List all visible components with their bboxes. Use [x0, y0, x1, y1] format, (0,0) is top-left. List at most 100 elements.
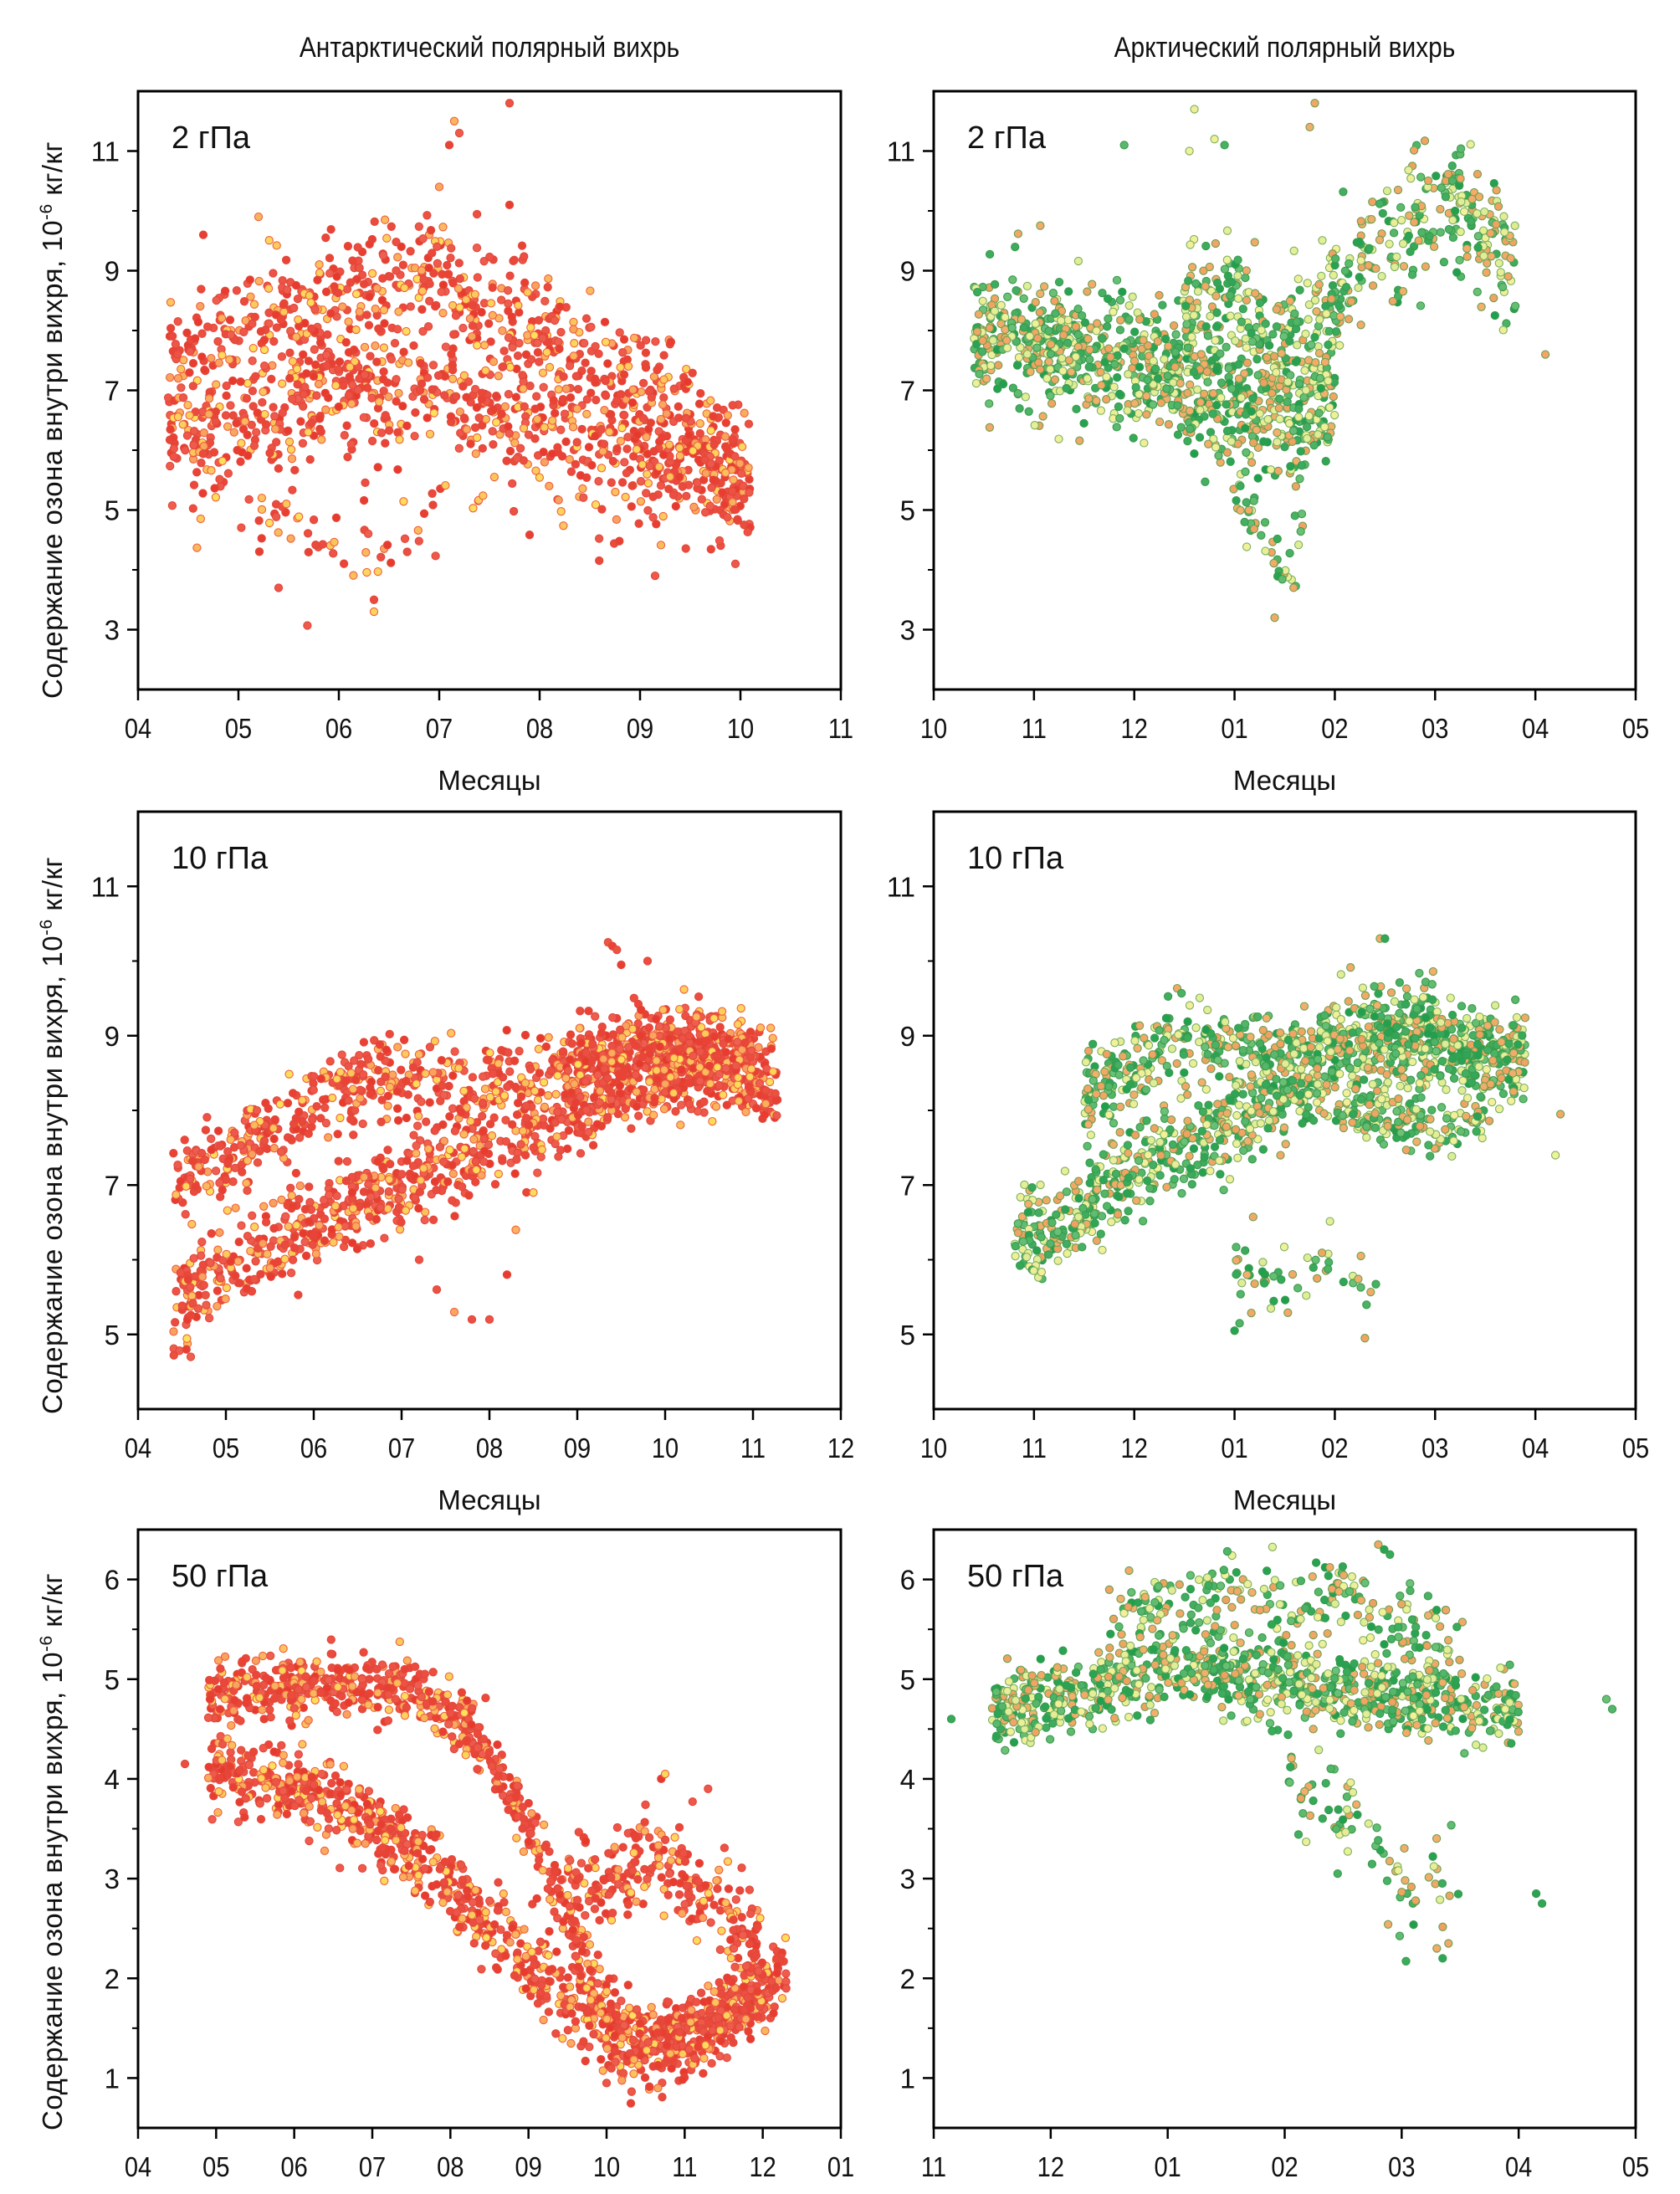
- data-point: [636, 477, 646, 486]
- data-point: [586, 286, 595, 295]
- data-point: [695, 1047, 705, 1057]
- data-point: [478, 1111, 487, 1121]
- data-point: [1416, 172, 1426, 182]
- data-point: [1007, 323, 1017, 332]
- data-point: [1356, 217, 1365, 226]
- data-point: [1110, 360, 1119, 369]
- data-point: [319, 1095, 328, 1105]
- data-point: [423, 211, 432, 220]
- data-point: [469, 1146, 478, 1156]
- data-point: [595, 1086, 605, 1095]
- data-point: [1044, 357, 1053, 367]
- data-point: [421, 1069, 430, 1079]
- data-point: [1253, 371, 1263, 380]
- data-point: [996, 300, 1006, 310]
- data-point: [548, 416, 557, 425]
- data-point: [216, 1192, 225, 1202]
- data-point: [1058, 354, 1067, 363]
- data-point: [285, 374, 295, 383]
- data-point: [1466, 140, 1475, 149]
- data-point: [348, 1084, 358, 1094]
- data-point: [189, 426, 199, 436]
- data-point: [1106, 352, 1115, 361]
- data-point: [359, 1069, 368, 1079]
- data-point: [293, 380, 302, 389]
- data-point: [722, 1100, 731, 1110]
- data-point: [647, 392, 656, 402]
- data-point: [658, 433, 667, 442]
- data-point: [166, 324, 176, 333]
- data-point: [637, 387, 646, 397]
- data-point: [533, 338, 542, 348]
- data-point: [1042, 374, 1052, 383]
- data-point: [1499, 212, 1508, 221]
- data-point: [491, 391, 501, 401]
- data-point: [243, 1186, 252, 1196]
- data-point: [285, 348, 295, 357]
- data-point: [1325, 402, 1334, 413]
- data-point: [423, 413, 432, 423]
- data-point: [1161, 334, 1170, 344]
- data-point: [985, 323, 994, 333]
- data-point: [363, 529, 373, 539]
- data-point: [1456, 174, 1465, 183]
- data-point: [990, 279, 1000, 290]
- data-point: [1002, 343, 1012, 352]
- data-point: [709, 412, 718, 421]
- data-point: [314, 379, 324, 389]
- data-point: [419, 274, 428, 285]
- data-point: [656, 414, 666, 424]
- x-tick-label: 02: [1321, 713, 1348, 744]
- data-point: [549, 396, 558, 405]
- data-point-outlier: [1119, 141, 1129, 150]
- data-point: [1411, 202, 1420, 212]
- data-point: [1295, 474, 1304, 484]
- data-point: [371, 341, 380, 351]
- data-point: [417, 1097, 426, 1106]
- data-point: [1291, 357, 1301, 367]
- data-point: [212, 380, 221, 389]
- x-tick-label: 10: [652, 1433, 679, 1464]
- data-point: [1288, 426, 1298, 435]
- data-point: [339, 381, 348, 391]
- data-point: [675, 1044, 685, 1053]
- data-point: [367, 269, 377, 278]
- data-point: [423, 322, 433, 331]
- data-point: [409, 341, 418, 351]
- data-point: [1234, 374, 1244, 383]
- data-point: [1344, 315, 1354, 324]
- data-point: [213, 336, 223, 346]
- data-point: [414, 1111, 423, 1121]
- data-point: [316, 427, 325, 437]
- data-point: [689, 502, 699, 512]
- data-point: [608, 456, 617, 466]
- data-point: [198, 489, 207, 498]
- data-point: [239, 327, 248, 336]
- data-point: [745, 1082, 754, 1091]
- data-point: [1303, 279, 1312, 288]
- data-point: [266, 1272, 276, 1281]
- data-point: [1293, 540, 1304, 550]
- y-tick-label: 7: [105, 376, 120, 407]
- data-point: [180, 1135, 189, 1145]
- data-point: [360, 370, 370, 380]
- data-point: [402, 1076, 411, 1086]
- data-point: [1109, 382, 1119, 392]
- data-point: [376, 428, 387, 438]
- data-point: [507, 312, 516, 321]
- data-point: [721, 418, 730, 428]
- data-point: [233, 1257, 243, 1266]
- data-point: [1498, 326, 1508, 335]
- data-point: [325, 1057, 335, 1066]
- data-point: [1275, 414, 1284, 423]
- data-point: [1183, 388, 1192, 397]
- data-point: [372, 357, 382, 367]
- data-point: [272, 323, 281, 332]
- data-point: [228, 411, 238, 420]
- data-point: [1390, 262, 1400, 272]
- data-point: [202, 1182, 211, 1191]
- data-point: [608, 1012, 617, 1023]
- data-point: [409, 1130, 418, 1140]
- data-point: [766, 1023, 776, 1033]
- data-point: [530, 331, 539, 340]
